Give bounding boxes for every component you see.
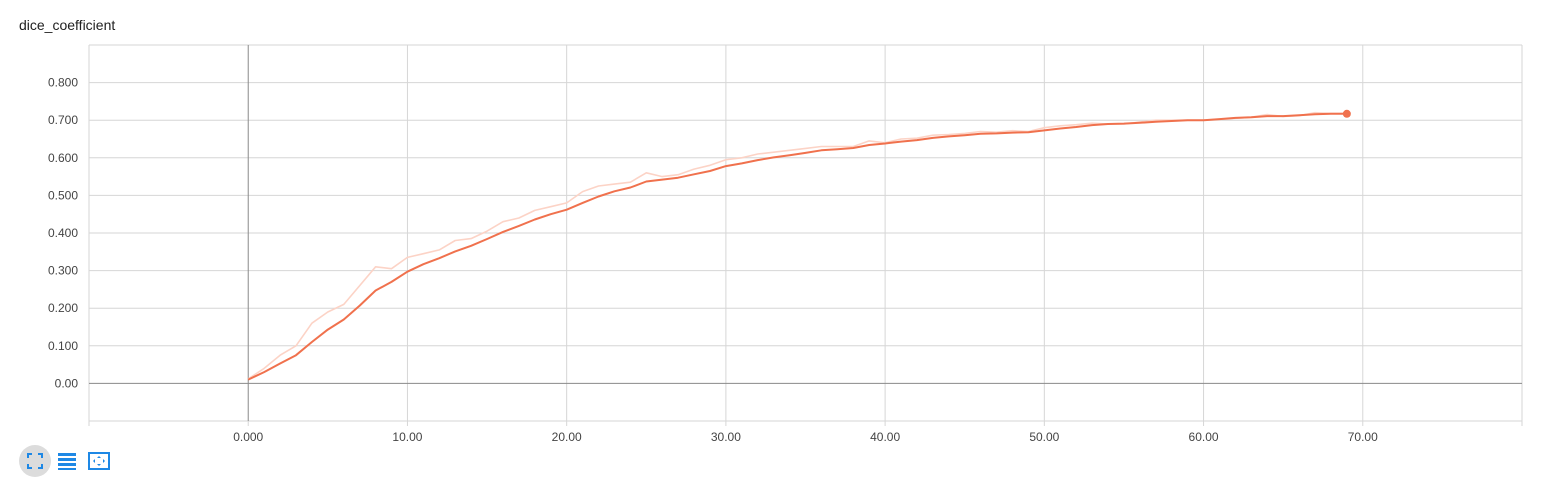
expand-chart-button[interactable]	[19, 445, 51, 477]
chart-toolbar	[19, 445, 115, 477]
expand-chart-icon	[27, 453, 43, 469]
toggle-log-scale-icon	[58, 453, 76, 470]
fit-domain-icon	[88, 452, 110, 470]
x-tick-label: 20.00	[552, 430, 582, 444]
x-tick-label: 0.000	[233, 430, 263, 444]
grid	[88, 44, 1523, 422]
series	[247, 109, 1351, 381]
toggle-log-scale-button[interactable]	[51, 445, 83, 477]
x-tick-label: 50.00	[1029, 430, 1059, 444]
x-tick-label: 30.00	[711, 430, 741, 444]
y-tick-label: 0.300	[48, 264, 78, 278]
last-point-marker	[1342, 109, 1351, 118]
x-tick-label: 70.00	[1348, 430, 1378, 444]
y-tick-label: 0.700	[48, 113, 78, 127]
x-tick-label: 40.00	[870, 430, 900, 444]
x-tick-label: 10.00	[392, 430, 422, 444]
y-tick-label: 0.100	[48, 339, 78, 353]
x-tick-label: 60.00	[1189, 430, 1219, 444]
y-tick-label: 0.200	[48, 301, 78, 315]
y-tick-label: 0.00	[55, 376, 79, 390]
axes	[88, 45, 1523, 426]
y-tick-label: 0.800	[48, 76, 78, 90]
raw-series-line	[247, 111, 1347, 380]
smoothed-series-line	[247, 112, 1347, 381]
chart-title: dice_coefficient	[19, 17, 116, 33]
tick-labels: 0.00 0.100 0.200 0.300 0.400 0.500 0.600 0.700 0…	[48, 76, 1378, 444]
y-tick-label: 0.400	[48, 226, 78, 240]
y-tick-label: 0.500	[48, 188, 78, 202]
y-tick-label: 0.600	[48, 151, 78, 165]
fit-domain-button[interactable]	[83, 445, 115, 477]
